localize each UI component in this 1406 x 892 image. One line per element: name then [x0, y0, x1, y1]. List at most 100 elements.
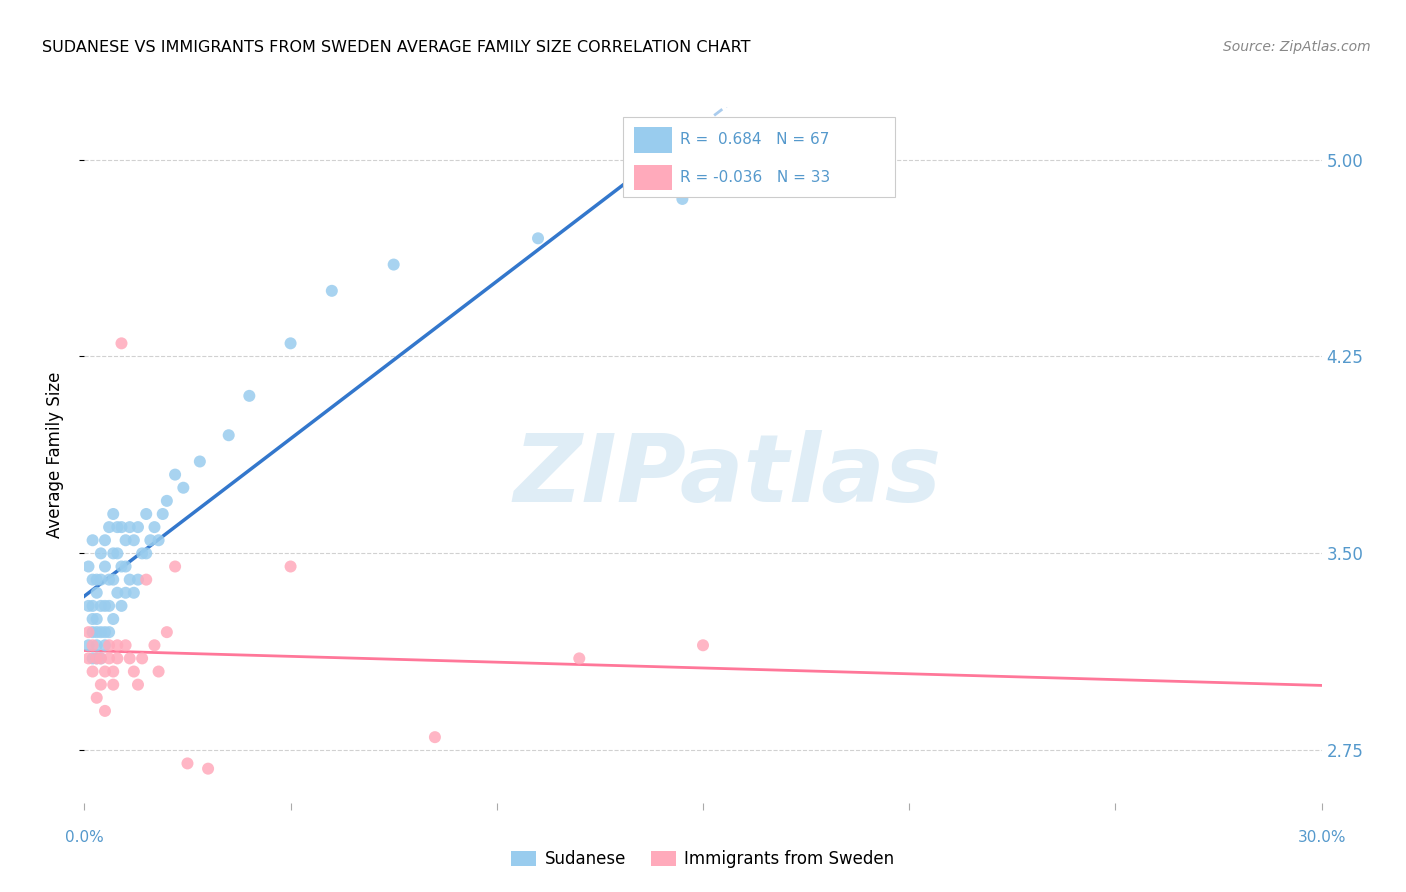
Point	[77, 638, 100, 652]
Point	[86, 573, 108, 587]
Point	[86, 612, 108, 626]
Point	[165, 559, 187, 574]
Point	[82, 625, 104, 640]
Point	[90, 546, 112, 560]
Point	[94, 638, 117, 652]
Point	[152, 507, 174, 521]
Point	[692, 638, 714, 652]
Point	[135, 507, 157, 521]
Point	[110, 336, 132, 351]
Point	[103, 612, 125, 626]
Point	[105, 546, 128, 560]
Text: Source: ZipAtlas.com: Source: ZipAtlas.com	[1223, 40, 1371, 54]
Point	[98, 651, 121, 665]
Point	[131, 546, 153, 560]
Point	[110, 599, 132, 613]
Point	[568, 651, 591, 665]
Point	[135, 546, 157, 560]
Point	[86, 651, 108, 665]
Point	[218, 428, 240, 442]
Point	[131, 651, 153, 665]
Point	[280, 336, 302, 351]
Point	[94, 559, 117, 574]
Point	[103, 665, 125, 679]
Point	[118, 651, 141, 665]
Text: 0.0%: 0.0%	[65, 830, 104, 845]
Point	[82, 665, 104, 679]
Point	[105, 651, 128, 665]
Point	[82, 651, 104, 665]
Point	[82, 573, 104, 587]
Point	[94, 704, 117, 718]
Point	[90, 599, 112, 613]
Point	[110, 520, 132, 534]
Point	[82, 533, 104, 548]
Point	[90, 678, 112, 692]
Point	[280, 559, 302, 574]
Point	[98, 638, 121, 652]
Point	[82, 612, 104, 626]
Point	[127, 520, 149, 534]
Point	[114, 638, 136, 652]
Point	[197, 762, 219, 776]
Point	[94, 533, 117, 548]
Point	[423, 730, 446, 744]
Point	[135, 573, 157, 587]
Text: SUDANESE VS IMMIGRANTS FROM SWEDEN AVERAGE FAMILY SIZE CORRELATION CHART: SUDANESE VS IMMIGRANTS FROM SWEDEN AVERA…	[42, 40, 751, 55]
Point	[118, 520, 141, 534]
Point	[98, 573, 121, 587]
Point	[148, 533, 170, 548]
Point	[103, 573, 125, 587]
Point	[321, 284, 343, 298]
Point	[82, 638, 104, 652]
Point	[118, 573, 141, 587]
Point	[143, 638, 166, 652]
Point	[127, 573, 149, 587]
Point	[86, 625, 108, 640]
Point	[110, 559, 132, 574]
Point	[90, 625, 112, 640]
Y-axis label: Average Family Size: Average Family Size	[45, 372, 63, 538]
Point	[114, 559, 136, 574]
Point	[188, 454, 211, 468]
Text: ZIPatlas: ZIPatlas	[513, 430, 942, 522]
Point	[122, 533, 145, 548]
Point	[86, 690, 108, 705]
Point	[156, 494, 179, 508]
Point	[86, 638, 108, 652]
Point	[86, 586, 108, 600]
Point	[794, 153, 817, 167]
Text: 30.0%: 30.0%	[1298, 830, 1346, 845]
Text: R = -0.036   N = 33: R = -0.036 N = 33	[681, 170, 831, 185]
Point	[671, 192, 693, 206]
Point	[148, 665, 170, 679]
Point	[122, 586, 145, 600]
Point	[114, 533, 136, 548]
Point	[139, 533, 162, 548]
Point	[90, 651, 112, 665]
Point	[103, 546, 125, 560]
Point	[82, 599, 104, 613]
Point	[172, 481, 194, 495]
Point	[122, 665, 145, 679]
Point	[105, 638, 128, 652]
Point	[94, 599, 117, 613]
Point	[127, 678, 149, 692]
Point	[86, 651, 108, 665]
Point	[94, 625, 117, 640]
Point	[165, 467, 187, 482]
Point	[105, 586, 128, 600]
Point	[156, 625, 179, 640]
Text: R =  0.684   N = 67: R = 0.684 N = 67	[681, 132, 830, 147]
Point	[98, 625, 121, 640]
Point	[90, 573, 112, 587]
Point	[77, 559, 100, 574]
Point	[114, 586, 136, 600]
Point	[103, 507, 125, 521]
Point	[238, 389, 260, 403]
Point	[94, 665, 117, 679]
Point	[143, 520, 166, 534]
Point	[176, 756, 198, 771]
Point	[77, 625, 100, 640]
Point	[77, 599, 100, 613]
